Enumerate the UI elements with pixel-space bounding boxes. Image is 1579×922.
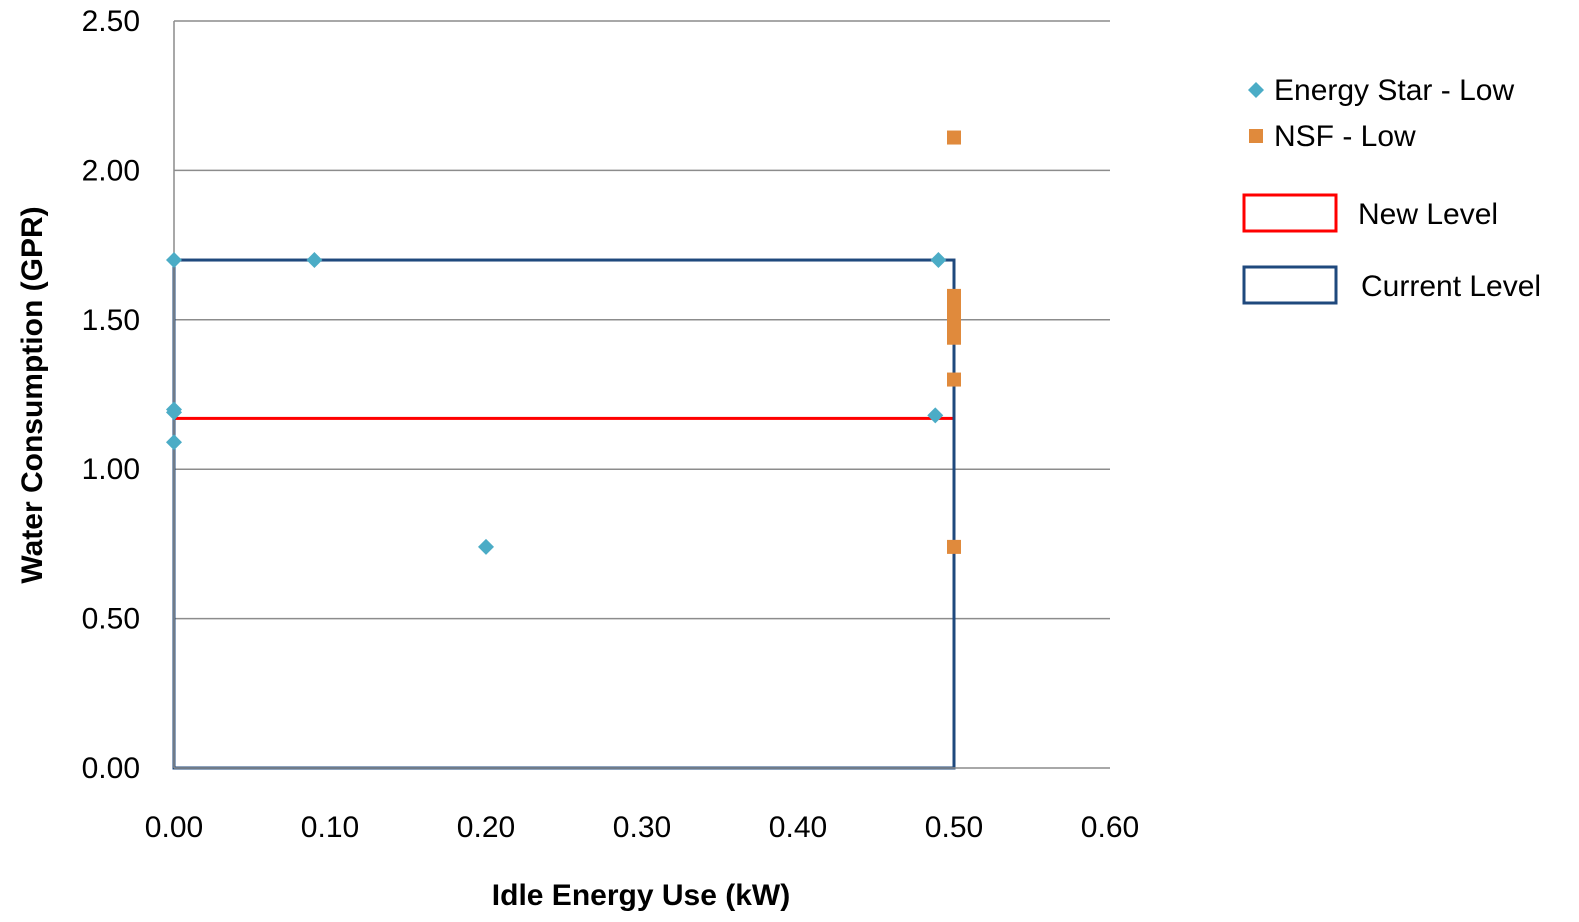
y-tick-label: 1.50 — [82, 304, 140, 337]
energy-star-point — [930, 252, 947, 269]
nsf-legend-marker — [1249, 129, 1263, 143]
current-level-legend-swatch — [1242, 265, 1338, 305]
y-tick-label: 0.50 — [82, 603, 140, 636]
x-tick-label: 0.00 — [145, 811, 203, 844]
level-regions — [172, 258, 956, 770]
y-axis-title: Water Consumption (GPR) — [16, 206, 49, 583]
energy-star-point — [478, 538, 494, 555]
new-level-region — [172, 416, 956, 770]
legend: Energy Star - Low NSF - Low New Level Curre… — [1242, 74, 1541, 305]
gridlines — [174, 20, 1110, 620]
current-level-region — [172, 258, 956, 770]
axes — [173, 21, 1110, 769]
x-tick-label: 0.40 — [769, 811, 827, 844]
y-tick-label: 2.00 — [82, 154, 140, 187]
nsf-point — [947, 130, 961, 145]
new-level-legend-swatch — [1242, 193, 1338, 233]
x-tick-label: 0.60 — [1081, 811, 1139, 844]
legend-label: New Level — [1358, 198, 1498, 231]
data-points — [166, 130, 961, 555]
legend-label: Energy Star - Low — [1274, 74, 1514, 107]
energy-star-point — [166, 404, 182, 421]
legend-label: NSF - Low — [1274, 120, 1416, 153]
x-tick-label: 0.20 — [457, 811, 515, 844]
nsf-point — [947, 539, 961, 554]
legend-label: Current Level — [1361, 270, 1541, 303]
energy-star-point — [166, 252, 182, 269]
energy-star-point — [166, 434, 182, 451]
energy-star-point — [306, 252, 323, 269]
x-tick-label: 0.10 — [301, 811, 359, 844]
x-axis-title: Idle Energy Use (kW) — [492, 879, 790, 912]
nsf-point — [947, 372, 961, 387]
y-tick-label: 1.00 — [82, 453, 140, 486]
x-tick-label: 0.50 — [925, 811, 983, 844]
tick-labels: 0.00 0.50 1.00 1.50 2.00 2.50 0.00 0.10 0.20 0.30… — [82, 5, 1140, 844]
energy-star-legend-marker — [1248, 82, 1264, 98]
y-tick-label: 0.00 — [82, 752, 140, 785]
y-tick-label: 2.50 — [82, 5, 140, 38]
nsf-point — [947, 330, 961, 345]
x-tick-label: 0.30 — [613, 811, 671, 844]
energy-star-point — [927, 407, 944, 424]
